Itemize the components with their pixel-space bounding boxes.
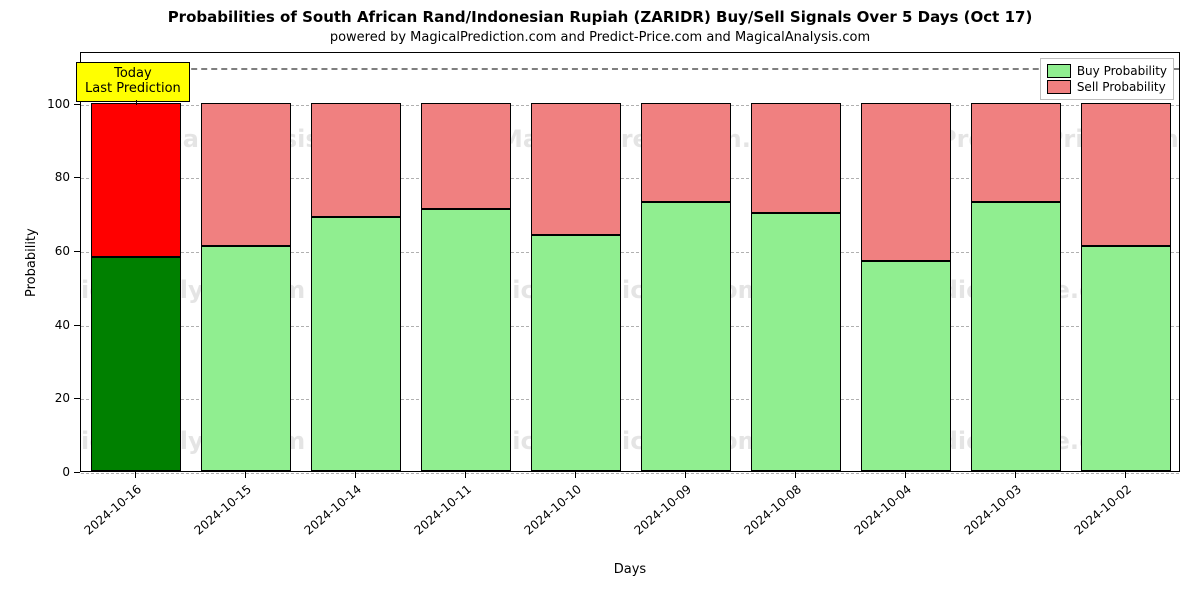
legend-swatch-sell [1047,80,1071,94]
bar-buy [861,261,951,471]
x-tick-label: 2024-10-11 [388,482,474,557]
x-tick-label: 2024-10-02 [1048,482,1134,557]
bar-sell [971,103,1061,202]
x-tick-label: 2024-10-10 [498,482,584,557]
y-tick-label: 0 [40,465,70,479]
annotation-line2: Last Prediction [85,81,181,96]
x-axis-label: Days [80,562,1180,577]
x-tick-label: 2024-10-04 [828,482,914,557]
x-tick [1125,472,1126,478]
reference-line [81,68,1179,70]
y-tick-label: 80 [40,170,70,184]
bar-buy [311,217,401,471]
y-tick-label: 20 [40,391,70,405]
bar-buy [641,202,731,471]
bar-buy [971,202,1061,471]
x-tick-label: 2024-10-08 [718,482,804,557]
bar-sell [311,103,401,217]
x-tick [795,472,796,478]
x-tick-label: 2024-10-15 [168,482,254,557]
y-tick-label: 40 [40,318,70,332]
legend-item-sell: Sell Probability [1047,79,1167,95]
x-tick [355,472,356,478]
y-tick [74,177,80,178]
x-tick [245,472,246,478]
y-tick [74,398,80,399]
plot-area: MagicalAnalysis.comMagicalPrediction.com… [80,52,1180,472]
annotation-line1: Today [114,66,152,81]
y-tick-label: 60 [40,244,70,258]
x-tick [685,472,686,478]
x-tick-label: 2024-10-14 [278,482,364,557]
bar-buy [421,209,511,471]
bar-sell [201,103,291,247]
y-tick-label: 100 [40,97,70,111]
bar-buy [1081,246,1171,471]
bar-sell [861,103,951,261]
x-tick-label: 2024-10-16 [58,482,144,557]
bar-sell [1081,103,1171,247]
x-tick [465,472,466,478]
bar-buy [91,257,181,471]
bar-buy [751,213,841,471]
legend: Buy Probability Sell Probability [1040,58,1174,100]
y-tick [74,472,80,473]
x-tick [905,472,906,478]
bar-sell [751,103,841,214]
y-axis-label: Probability [24,228,39,297]
y-tick [74,251,80,252]
bar-sell [531,103,621,236]
legend-swatch-buy [1047,64,1071,78]
bar-buy [531,235,621,471]
chart-subtitle: powered by MagicalPrediction.com and Pre… [0,30,1200,45]
y-tick [74,325,80,326]
x-tick [1015,472,1016,478]
legend-item-buy: Buy Probability [1047,63,1167,79]
legend-label: Sell Probability [1077,80,1166,94]
bar-buy [201,246,291,471]
bar-sell [641,103,731,202]
x-tick [135,472,136,478]
bar-sell [91,103,181,258]
x-tick [575,472,576,478]
chart-container: Probabilities of South African Rand/Indo… [0,0,1200,600]
x-tick-label: 2024-10-03 [938,482,1024,557]
bar-sell [421,103,511,210]
chart-title: Probabilities of South African Rand/Indo… [0,8,1200,26]
today-annotation: TodayLast Prediction [76,62,190,102]
legend-label: Buy Probability [1077,64,1167,78]
x-tick-label: 2024-10-09 [608,482,694,557]
y-tick [74,104,80,105]
annotation-arrow [136,100,137,104]
